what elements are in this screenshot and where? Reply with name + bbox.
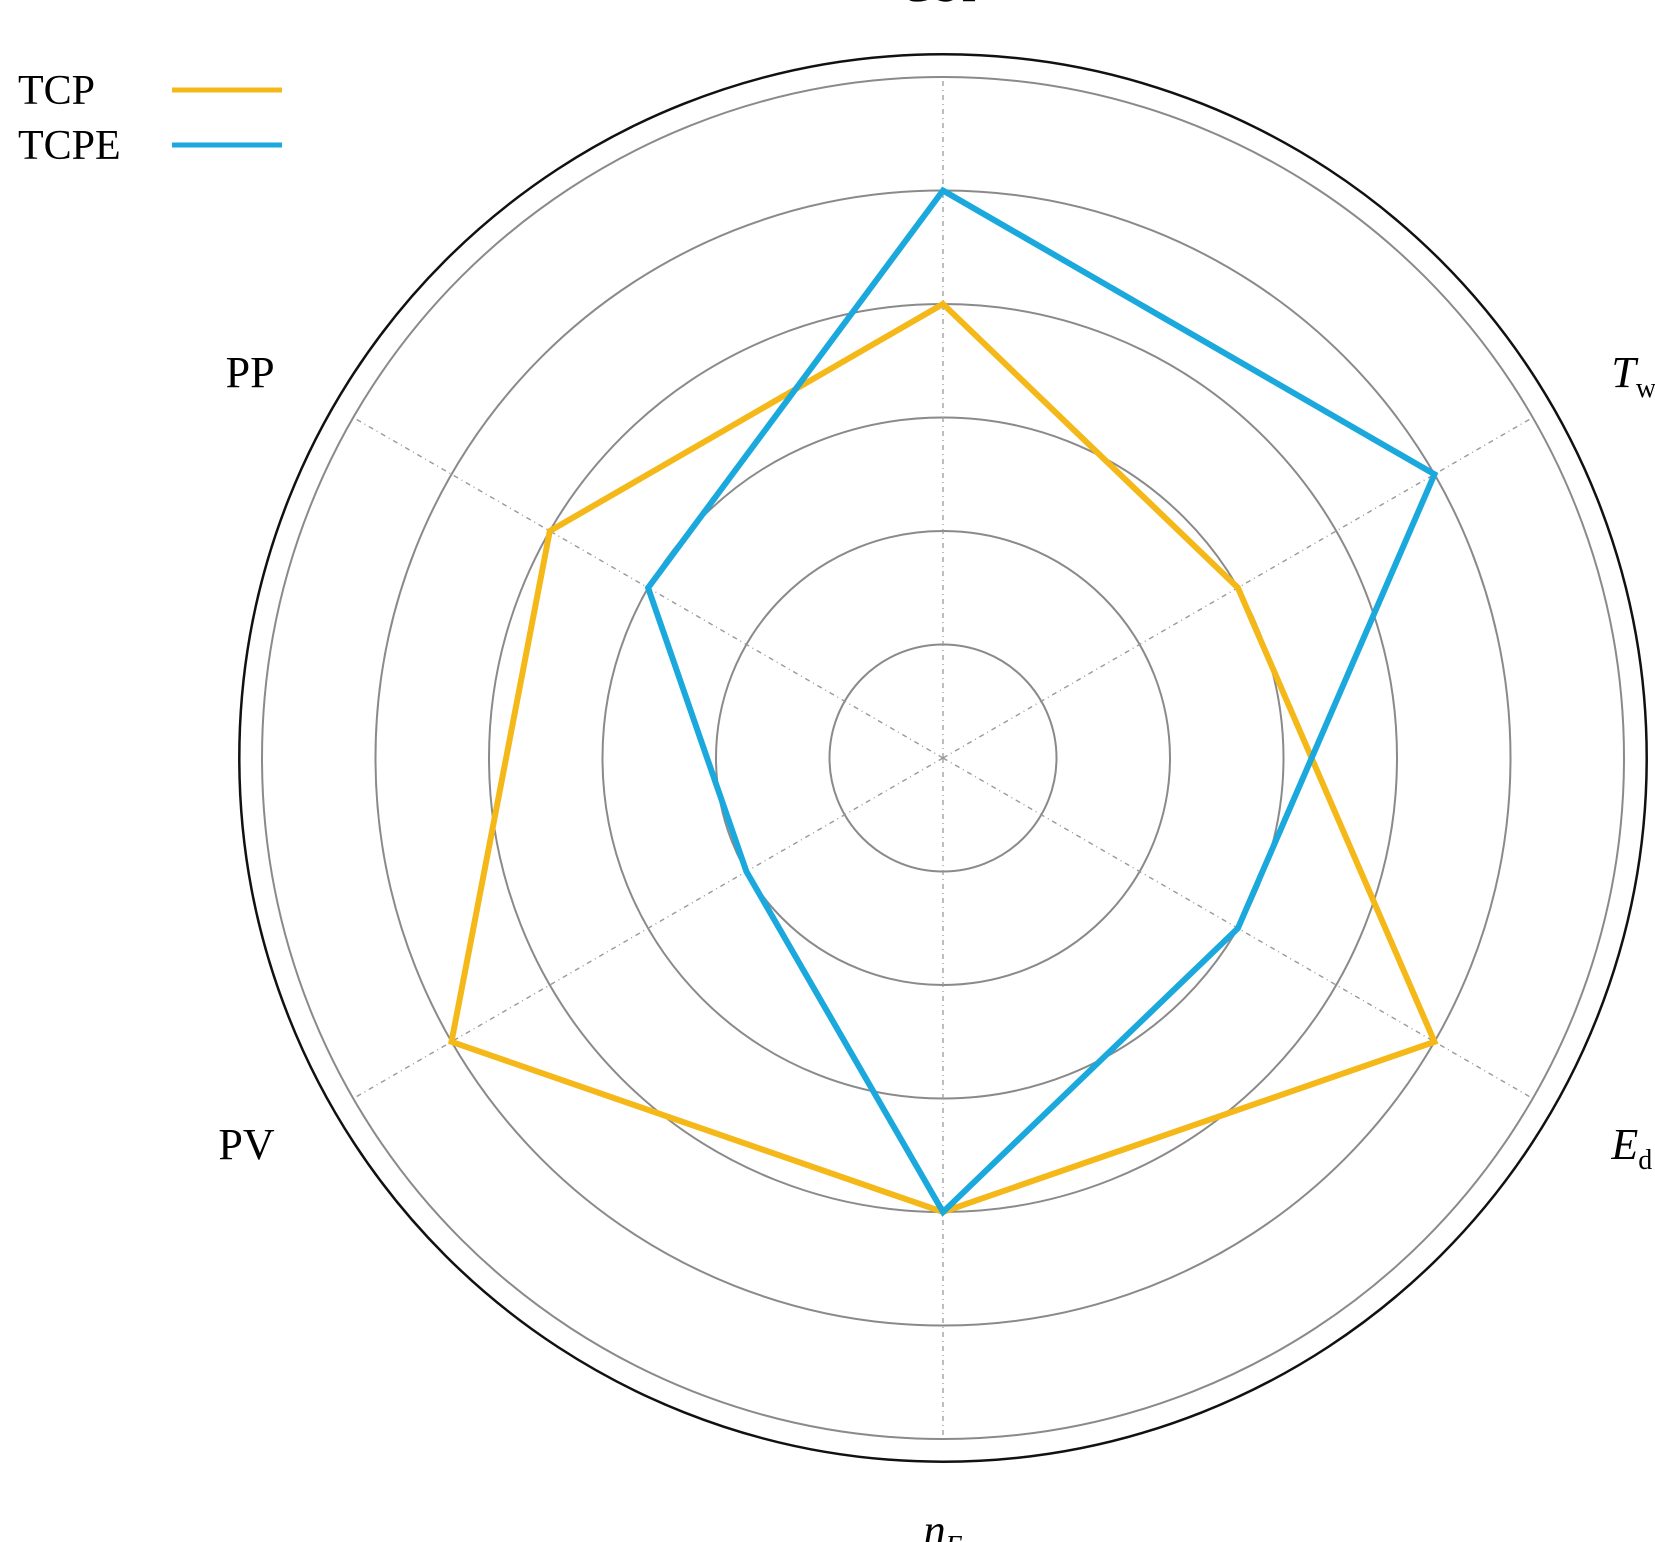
axis-spokes (352, 77, 1534, 1439)
axis-label-PP: PP (226, 348, 275, 397)
series-tcpe-polygon (644, 186, 1439, 1217)
axis-label-symbol: η (924, 1506, 946, 1542)
axis-label-text: COP (900, 0, 986, 11)
axis-label-COP: COP (900, 0, 986, 11)
legend: TCP TCPE (18, 68, 282, 169)
spoke-PV (352, 757, 944, 1100)
axis-labels: COPTwEdηEPVPP (218, 0, 1655, 1542)
axis-label-PV: PV (218, 1120, 274, 1169)
legend-label-tcpe: TCPE (18, 123, 121, 169)
axis-label-text: PV (218, 1120, 274, 1169)
series-polygons (448, 186, 1439, 1217)
axis-label-Ed: Ed (1610, 1120, 1652, 1176)
axis-label-text: PP (226, 348, 275, 397)
grid-ring-6 (261, 76, 1625, 1440)
outer-ring (238, 53, 1648, 1463)
axis-label-symbol: T (1611, 348, 1639, 397)
axis-label-subscript: d (1638, 1145, 1652, 1176)
axis-label-symbol: E (1610, 1120, 1638, 1169)
axis-label-subscript: E (944, 1531, 962, 1542)
legend-label-tcp: TCP (18, 68, 95, 114)
axis-label-subscript: w (1636, 373, 1655, 404)
axis-label-Tw: Tw (1611, 348, 1655, 404)
axis-label-etaE: ηE (924, 1506, 963, 1542)
